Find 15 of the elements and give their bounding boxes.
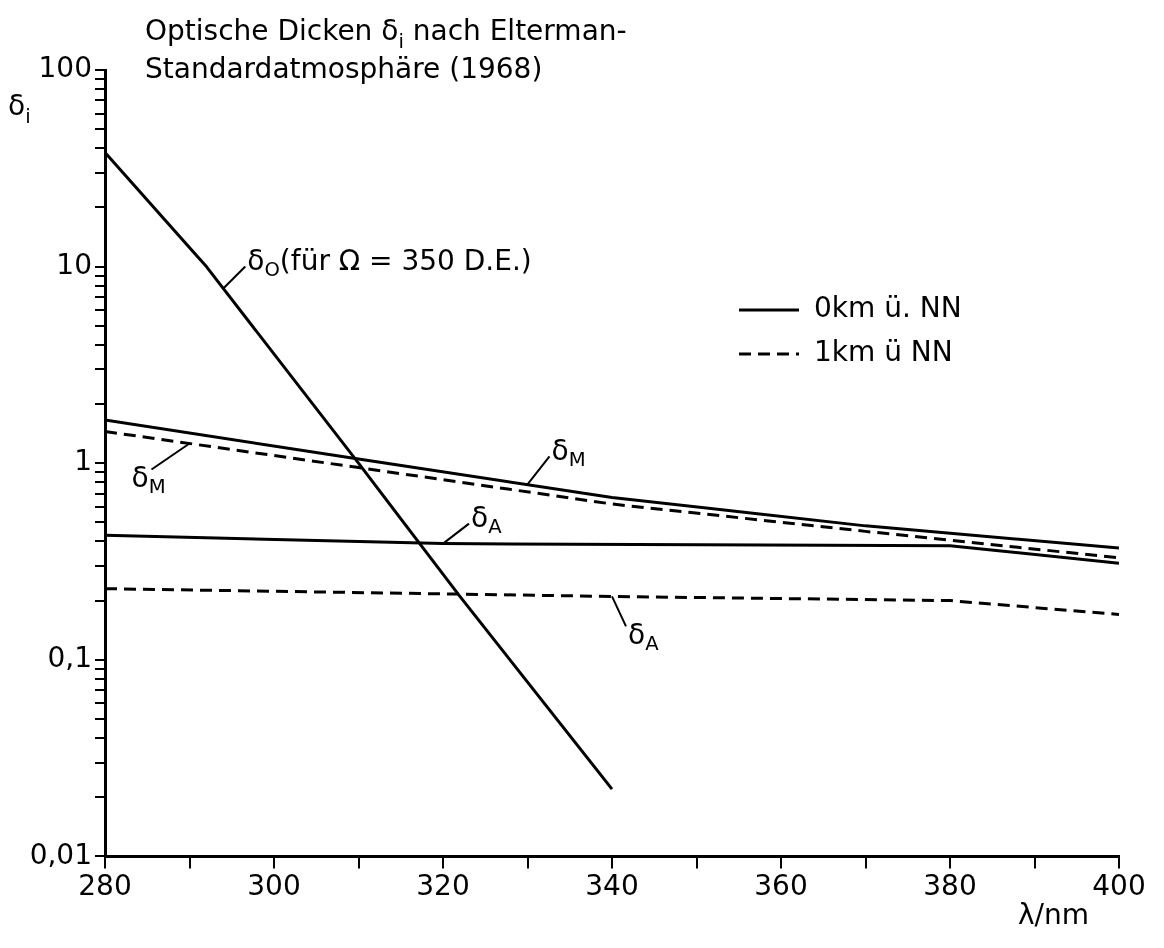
y-tick-label: 0,01 bbox=[29, 837, 92, 871]
x-axis-title: λ/nm bbox=[1017, 898, 1089, 932]
y-tick-label: 0,1 bbox=[47, 641, 92, 675]
x-tick-label: 280 bbox=[78, 869, 132, 903]
x-tick-label: 300 bbox=[247, 869, 301, 903]
x-tick-label: 400 bbox=[1092, 869, 1146, 903]
y-tick-label: 10 bbox=[56, 247, 92, 281]
x-tick-label: 340 bbox=[585, 869, 639, 903]
x-tick-label: 360 bbox=[754, 869, 808, 903]
y-tick-label: 1 bbox=[74, 444, 92, 478]
x-tick-label: 380 bbox=[923, 869, 977, 903]
legend-label: 0km ü. NN bbox=[814, 291, 962, 325]
legend-label: 1km ü NN bbox=[814, 335, 953, 369]
y-tick-label: 100 bbox=[38, 51, 92, 85]
x-tick-label: 320 bbox=[416, 869, 470, 903]
